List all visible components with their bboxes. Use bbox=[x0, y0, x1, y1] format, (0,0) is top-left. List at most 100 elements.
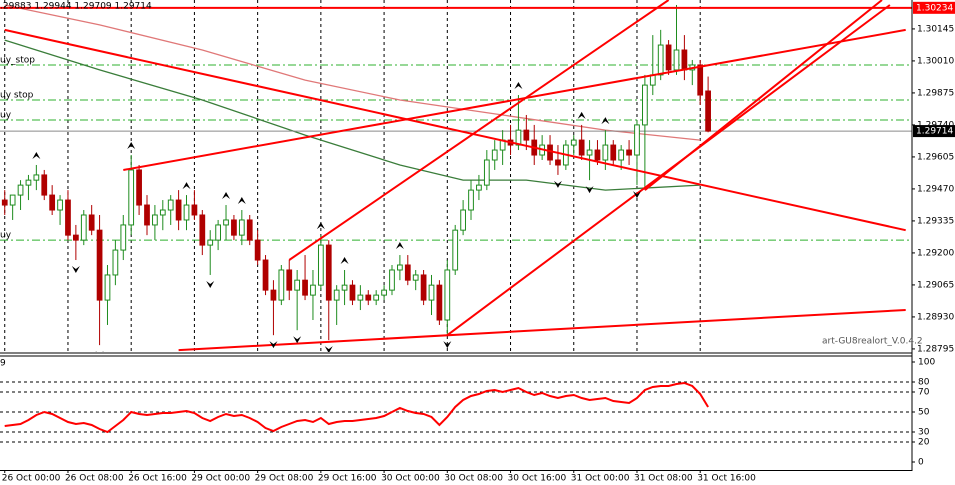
candle-body bbox=[294, 279, 301, 291]
candle-body bbox=[302, 279, 308, 296]
candle-body bbox=[594, 149, 601, 161]
watermark: art-GU8realort_V.0.4.2 bbox=[822, 337, 923, 347]
candle-body bbox=[697, 64, 704, 96]
y-tick-label: 1.29605 bbox=[917, 152, 954, 162]
candle-body bbox=[238, 219, 245, 236]
x-tick-label: 29 Oct 16:00 bbox=[318, 474, 377, 484]
y-tick-label: 1.30010 bbox=[917, 56, 954, 66]
order-level-label: uy bbox=[0, 110, 12, 120]
candle-body bbox=[570, 139, 577, 146]
indicator-panel bbox=[0, 381, 912, 443]
fractal-up bbox=[577, 111, 586, 119]
candle-body bbox=[389, 269, 395, 291]
candle-body bbox=[642, 84, 648, 126]
fractal-down bbox=[206, 280, 215, 288]
candle-body bbox=[555, 159, 561, 166]
candle-body bbox=[33, 174, 40, 181]
candle-body bbox=[333, 289, 340, 301]
trend-line bbox=[178, 309, 906, 352]
candle-body bbox=[96, 229, 103, 301]
candle-body bbox=[254, 239, 261, 261]
candle-body bbox=[199, 214, 206, 246]
candle-body bbox=[665, 44, 672, 71]
fractal-up bbox=[237, 197, 246, 205]
order-level-label: uy_stop bbox=[0, 55, 35, 65]
y-tick-label: 1.28930 bbox=[917, 312, 954, 322]
order-level-label: uy stop bbox=[0, 91, 34, 101]
candle-body bbox=[136, 169, 142, 206]
candle-body bbox=[491, 149, 498, 161]
candle-body bbox=[49, 194, 56, 211]
candle-body bbox=[476, 184, 482, 191]
high-line-tag bbox=[913, 1, 955, 14]
trend-line bbox=[4, 28, 906, 232]
y-tick-label: 80 bbox=[918, 378, 930, 388]
candle-body bbox=[412, 274, 419, 281]
high-line-label: 1.30234 bbox=[916, 3, 953, 13]
candle-body bbox=[452, 229, 459, 271]
candle-body bbox=[428, 284, 435, 301]
x-tick-label: 29 Oct 00:00 bbox=[191, 474, 250, 484]
y-tick-label: 70 bbox=[918, 388, 930, 398]
candle-body bbox=[436, 284, 443, 321]
fractal-down bbox=[71, 266, 80, 274]
candle-body bbox=[1, 199, 8, 206]
candle-body bbox=[159, 209, 166, 216]
candle-body bbox=[483, 159, 490, 186]
candle-body bbox=[278, 269, 285, 301]
candle-body bbox=[88, 214, 95, 231]
candle-body bbox=[610, 144, 617, 161]
fractal-down bbox=[632, 191, 641, 199]
candle-body bbox=[578, 139, 585, 156]
y-tick-label: 50 bbox=[918, 408, 930, 418]
candle-body bbox=[404, 264, 411, 281]
fractal-up bbox=[340, 256, 349, 264]
x-tick-label: 30 Oct 00:00 bbox=[381, 474, 440, 484]
candle-body bbox=[673, 49, 680, 71]
x-tick-label: 31 Oct 16:00 bbox=[697, 474, 756, 484]
candle-body bbox=[41, 174, 48, 196]
y-tick-label: 1.29065 bbox=[917, 280, 954, 290]
candle-body bbox=[144, 204, 150, 226]
candle-body bbox=[357, 294, 364, 301]
candle-body bbox=[634, 124, 640, 156]
y-tick-label: 1.29335 bbox=[917, 216, 954, 226]
candle-body bbox=[657, 44, 664, 76]
candle-body bbox=[17, 184, 24, 196]
fractal-up bbox=[316, 222, 325, 230]
candle-body bbox=[602, 144, 609, 161]
fractal-up bbox=[395, 242, 404, 250]
y-tick-label: 1.29875 bbox=[917, 88, 954, 98]
candle-body bbox=[381, 289, 387, 296]
x-tick-label: 30 Oct 08:00 bbox=[444, 474, 503, 484]
candle-body bbox=[373, 294, 380, 301]
fractal-up bbox=[127, 142, 136, 150]
candle-body bbox=[9, 194, 16, 206]
candle-body bbox=[310, 284, 316, 296]
x-tick-label: 26 Oct 16:00 bbox=[128, 474, 187, 484]
candle-body bbox=[618, 149, 625, 161]
candle-body bbox=[286, 269, 293, 291]
candle-body bbox=[175, 199, 182, 221]
candle-body bbox=[705, 90, 711, 132]
x-tick-label: 31 Oct 00:00 bbox=[571, 474, 630, 484]
candle-body bbox=[128, 169, 135, 226]
y-tick-label: 1.29200 bbox=[917, 248, 954, 258]
candle-body bbox=[207, 239, 214, 246]
y-tick-label: 1.29470 bbox=[917, 184, 954, 194]
indicator-line bbox=[4, 381, 709, 434]
trend-line bbox=[123, 28, 906, 171]
x-tick-label: 26 Oct 00:00 bbox=[2, 474, 61, 484]
candle-body bbox=[72, 234, 79, 241]
indicator-label: 9 bbox=[0, 359, 6, 369]
trend-line bbox=[644, 0, 883, 191]
candle-body bbox=[317, 244, 324, 286]
moving-average bbox=[4, 4, 701, 141]
x-tick-label: 31 Oct 08:00 bbox=[634, 474, 693, 484]
y-tick-label: 30 bbox=[918, 428, 930, 438]
fractal-up bbox=[222, 192, 231, 200]
fractal-down bbox=[95, 351, 104, 352]
